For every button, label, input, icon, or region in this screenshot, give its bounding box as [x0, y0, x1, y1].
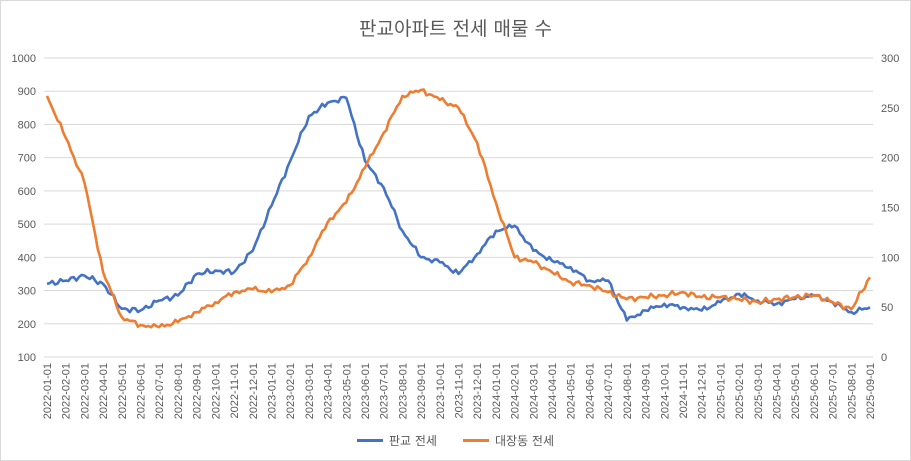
x-tick-label: 2022-08-01	[173, 363, 185, 419]
x-tick-label: 2022-07-01	[154, 363, 166, 419]
right-tick-label: 250	[881, 103, 899, 115]
x-tick-label: 2024-09-01	[641, 363, 653, 419]
x-tick-label: 2022-05-01	[117, 363, 129, 419]
x-tick-label: 2024-05-01	[566, 363, 578, 419]
x-tick-label: 2025-09-01	[865, 363, 877, 419]
x-tick-label: 2024-11-01	[678, 363, 690, 418]
gridlines	[44, 57, 873, 358]
x-tick-label: 2022-10-01	[210, 363, 222, 419]
chart-title: 판교아파트 전세 매물 수	[359, 18, 552, 40]
x-tick-label: 2025-07-01	[828, 363, 840, 419]
x-tick-label: 2025-01-01	[715, 363, 727, 419]
x-tick-label: 2024-03-01	[528, 363, 540, 419]
x-tick-label: 2022-03-01	[79, 363, 91, 419]
x-tick-label: 2022-01-01	[42, 363, 54, 419]
legend-label-daejang: 대장동 전세	[494, 434, 554, 448]
legend-label-pangyo: 판교 전세	[389, 434, 437, 448]
x-tick-label: 2023-02-01	[285, 363, 297, 419]
x-tick-label: 2023-01-01	[266, 363, 278, 419]
right-tick-label: 300	[881, 53, 899, 65]
right-tick-label: 100	[881, 252, 899, 264]
x-tick-label: 2025-08-01	[846, 363, 858, 419]
x-tick-label: 2024-06-01	[584, 363, 596, 419]
x-tick-label: 2025-03-01	[753, 363, 765, 419]
left-tick-label: 900	[18, 86, 36, 98]
left-tick-label: 600	[18, 186, 36, 198]
left-tick-label: 1000	[12, 53, 36, 65]
series-lines	[45, 88, 872, 329]
x-tick-label: 2023-05-01	[341, 363, 353, 419]
x-tick-label: 2023-10-01	[435, 363, 447, 419]
x-tick-label: 2023-03-01	[304, 363, 316, 419]
x-tick-label: 2024-02-01	[510, 363, 522, 419]
right-tick-label: 200	[881, 153, 899, 165]
x-tick-label: 2022-06-01	[136, 363, 148, 419]
series-line-pangyo	[46, 95, 871, 322]
x-tick-label: 2023-11-01	[454, 363, 466, 418]
x-tick-label: 2025-04-01	[771, 363, 783, 419]
x-tick-label: 2024-10-01	[659, 363, 671, 419]
series-line-daejang	[45, 88, 872, 329]
legend-swatch-pangyo	[357, 439, 383, 442]
x-axis-ticks: 2022-01-01 2022-02-01 2022-03-01 2022-04-01…	[42, 363, 877, 419]
x-tick-label: 2023-07-01	[379, 363, 391, 419]
x-tick-label: 2025-06-01	[809, 363, 821, 419]
x-tick-label: 2024-08-01	[622, 363, 634, 419]
right-tick-label: 0	[881, 352, 887, 364]
left-tick-label: 100	[18, 352, 36, 364]
x-tick-label: 2025-05-01	[790, 363, 802, 419]
x-tick-label: 2023-04-01	[323, 363, 335, 419]
x-tick-label: 2024-07-01	[603, 363, 615, 419]
right-axis-ticks: 0 50 100 150 200 250 300	[881, 53, 899, 364]
x-tick-label: 2022-02-01	[61, 363, 73, 419]
x-tick-label: 2024-01-01	[491, 363, 503, 419]
left-tick-label: 500	[18, 219, 36, 231]
x-tick-label: 2022-11-01	[229, 363, 241, 418]
x-tick-label: 2024-04-01	[547, 363, 559, 419]
x-tick-label: 2023-08-01	[397, 363, 409, 419]
legend: 판교 전세 대장동 전세	[0, 432, 911, 449]
x-tick-label: 2023-06-01	[360, 363, 372, 419]
left-axis-ticks: 100 200 300 400 500 600 700 800 900 1000	[12, 53, 36, 364]
legend-item-pangyo: 판교 전세	[357, 432, 437, 449]
left-tick-label: 400	[18, 252, 36, 264]
left-tick-label: 700	[18, 153, 36, 165]
left-tick-label: 300	[18, 286, 36, 298]
legend-swatch-daejang	[462, 439, 489, 442]
legend-item-daejang: 대장동 전세	[462, 432, 554, 449]
x-tick-label: 2022-04-01	[98, 363, 110, 419]
left-tick-label: 800	[18, 119, 36, 131]
x-tick-label: 2023-12-01	[472, 363, 484, 419]
x-tick-label: 2025-02-01	[734, 363, 746, 419]
x-tick-label: 2024-12-01	[697, 363, 709, 419]
x-tick-label: 2022-12-01	[248, 363, 260, 419]
x-tick-label: 2022-09-01	[192, 363, 204, 419]
right-tick-label: 150	[881, 203, 899, 215]
x-tick-label: 2023-09-01	[416, 363, 428, 419]
right-tick-label: 50	[881, 302, 893, 314]
left-tick-label: 200	[18, 319, 36, 331]
